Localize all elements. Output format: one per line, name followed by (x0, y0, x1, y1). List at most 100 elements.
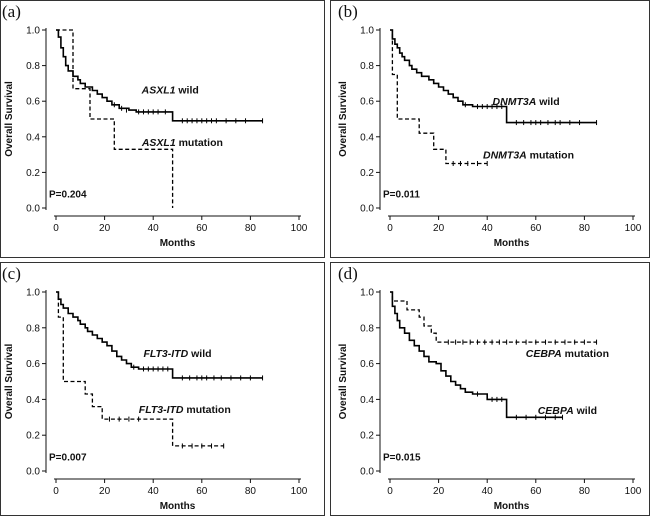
y-tick-label: 0.0 (360, 204, 374, 215)
series-gene: FLT3-ITD (143, 348, 188, 360)
series-label: FLT3-ITD wild (143, 348, 211, 360)
p-value: P=0.011 (383, 189, 420, 200)
x-tick-label: 0 (53, 486, 59, 497)
x-tick-label: 60 (196, 223, 208, 234)
y-tick-label: 0.8 (360, 323, 374, 334)
y-tick-label: 0.2 (360, 168, 374, 179)
x-tick-label: 20 (99, 486, 111, 497)
km-curve (390, 291, 597, 343)
x-tick-label: 100 (291, 223, 308, 234)
x-tick-label: 60 (530, 223, 542, 234)
y-tick-label: 0.8 (360, 61, 374, 72)
x-axis-title: Months (494, 501, 530, 512)
y-tick-label: 0.6 (26, 359, 40, 370)
series-gene: CEBPA (538, 405, 574, 417)
panel-border (330, 262, 650, 516)
y-axis-title: Overall Survival (338, 81, 349, 157)
y-tick-label: 0.2 (26, 168, 40, 179)
x-tick-label: 0 (387, 486, 393, 497)
series-label: CEBPA mutation (526, 348, 609, 360)
series-label: FLT3-ITD mutation (139, 404, 231, 416)
x-axis-title: Months (160, 238, 196, 249)
km-curve (56, 29, 263, 122)
series-label: ASXL1 wild (141, 85, 199, 97)
p-value: P=0.204 (49, 189, 87, 200)
x-tick-label: 20 (433, 486, 445, 497)
km-curve (390, 29, 488, 165)
series-gene: DNMT3A (493, 96, 537, 108)
x-tick-label: 40 (148, 486, 160, 497)
y-tick-label: 0.6 (360, 359, 374, 370)
x-tick-label: 20 (433, 223, 445, 234)
y-tick-label: 0.6 (360, 97, 374, 108)
km-curve (56, 291, 263, 379)
y-axis-title: Overall Survival (338, 343, 349, 419)
x-tick-label: 100 (625, 223, 642, 234)
series-status: wild (536, 96, 559, 108)
p-value: P=0.007 (49, 452, 87, 463)
panel-border (0, 262, 325, 516)
y-tick-label: 0.2 (360, 431, 374, 442)
y-tick-label: 1.0 (26, 288, 40, 299)
x-tick-label: 60 (196, 486, 208, 497)
x-tick-label: 0 (387, 223, 393, 234)
series-gene: ASXL1 (141, 137, 176, 149)
km-curve (56, 29, 174, 208)
panel-label: (b) (338, 2, 358, 21)
series-label: DNMT3A mutation (483, 150, 574, 162)
y-tick-label: 0.6 (26, 97, 40, 108)
km-curve (390, 291, 563, 419)
km-panel-3: (d) 0.0 0.2 0.4 0.6 0.8 1.0 0 20 40 60 80 100 Months O… (330, 262, 650, 516)
km-curve (56, 291, 224, 447)
series-gene: CEBPA (526, 348, 562, 360)
y-tick-label: 0.8 (26, 323, 40, 334)
panel-label: (a) (2, 2, 21, 21)
series-status: mutation (176, 137, 223, 149)
y-tick-label: 0.0 (26, 204, 40, 215)
y-tick-label: 1.0 (26, 26, 40, 37)
x-tick-label: 60 (530, 486, 542, 497)
y-axis-title: Overall Survival (4, 81, 15, 157)
panel-label: (c) (2, 264, 21, 283)
x-tick-label: 100 (625, 486, 642, 497)
y-tick-label: 0.0 (26, 467, 40, 478)
series-status: mutation (184, 404, 231, 416)
x-tick-label: 0 (53, 223, 59, 234)
panel-label: (d) (338, 264, 358, 283)
series-label: CEBPA wild (538, 405, 597, 417)
series-status: mutation (527, 150, 574, 162)
y-tick-label: 0.2 (26, 431, 40, 442)
y-tick-label: 0.4 (360, 395, 374, 406)
x-tick-label: 80 (579, 486, 591, 497)
panel-border (0, 0, 325, 258)
series-label: ASXL1 mutation (141, 137, 223, 149)
y-tick-label: 0.4 (26, 132, 40, 143)
km-curve (390, 29, 597, 124)
series-status: mutation (562, 348, 609, 360)
y-tick-label: 0.4 (360, 132, 374, 143)
x-tick-label: 40 (482, 486, 494, 497)
x-tick-label: 100 (291, 486, 308, 497)
y-tick-label: 0.4 (26, 395, 40, 406)
series-gene: ASXL1 (141, 85, 176, 97)
y-axis-title: Overall Survival (4, 343, 15, 419)
series-status: wild (574, 405, 597, 417)
y-tick-label: 0.8 (26, 61, 40, 72)
p-value: P=0.015 (383, 452, 421, 463)
y-tick-label: 1.0 (360, 26, 374, 37)
series-gene: FLT3-ITD (139, 404, 184, 416)
km-panel-2: (c) 0.0 0.2 0.4 0.6 0.8 1.0 0 20 40 60 80 100 Months O… (0, 262, 325, 516)
x-tick-label: 20 (99, 223, 111, 234)
series-status: wild (188, 348, 211, 360)
y-tick-label: 1.0 (360, 288, 374, 299)
x-tick-label: 40 (148, 223, 160, 234)
x-axis-title: Months (160, 501, 196, 512)
x-tick-label: 80 (245, 486, 257, 497)
panel-border (330, 0, 650, 258)
series-status: wild (175, 85, 198, 97)
x-axis-title: Months (494, 238, 530, 249)
x-tick-label: 40 (482, 223, 494, 234)
series-gene: DNMT3A (483, 150, 527, 162)
km-panel-1: (b) 0.0 0.2 0.4 0.6 0.8 1.0 0 20 40 60 80 100 Months O… (330, 0, 650, 258)
